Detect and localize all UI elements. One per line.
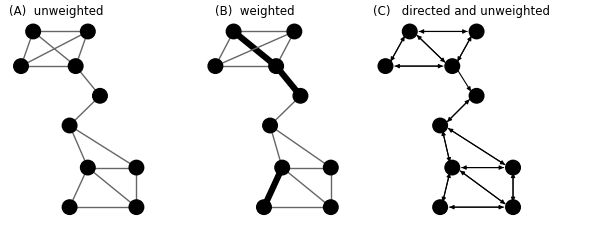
Text: (B)  weighted: (B) weighted bbox=[215, 5, 295, 18]
Ellipse shape bbox=[93, 89, 107, 104]
Ellipse shape bbox=[26, 25, 40, 40]
Ellipse shape bbox=[324, 161, 338, 175]
Ellipse shape bbox=[403, 25, 417, 40]
Ellipse shape bbox=[257, 200, 272, 214]
Ellipse shape bbox=[263, 119, 277, 133]
Ellipse shape bbox=[445, 60, 460, 74]
Ellipse shape bbox=[129, 161, 143, 175]
Ellipse shape bbox=[226, 25, 241, 40]
Ellipse shape bbox=[80, 161, 95, 175]
Ellipse shape bbox=[269, 60, 283, 74]
Ellipse shape bbox=[287, 25, 302, 40]
Ellipse shape bbox=[324, 200, 338, 214]
Ellipse shape bbox=[470, 89, 484, 104]
Ellipse shape bbox=[208, 60, 223, 74]
Ellipse shape bbox=[378, 60, 393, 74]
Ellipse shape bbox=[63, 200, 77, 214]
Ellipse shape bbox=[433, 119, 447, 133]
Ellipse shape bbox=[275, 161, 289, 175]
Ellipse shape bbox=[433, 200, 447, 214]
Ellipse shape bbox=[506, 161, 520, 175]
Ellipse shape bbox=[13, 60, 28, 74]
Ellipse shape bbox=[80, 25, 95, 40]
Ellipse shape bbox=[69, 60, 83, 74]
Text: (A)  unweighted: (A) unweighted bbox=[9, 5, 104, 18]
Ellipse shape bbox=[470, 25, 484, 40]
Text: (C)   directed and unweighted: (C) directed and unweighted bbox=[373, 5, 550, 18]
Ellipse shape bbox=[293, 89, 308, 104]
Ellipse shape bbox=[445, 161, 460, 175]
Ellipse shape bbox=[129, 200, 143, 214]
Ellipse shape bbox=[63, 119, 77, 133]
Ellipse shape bbox=[506, 200, 520, 214]
